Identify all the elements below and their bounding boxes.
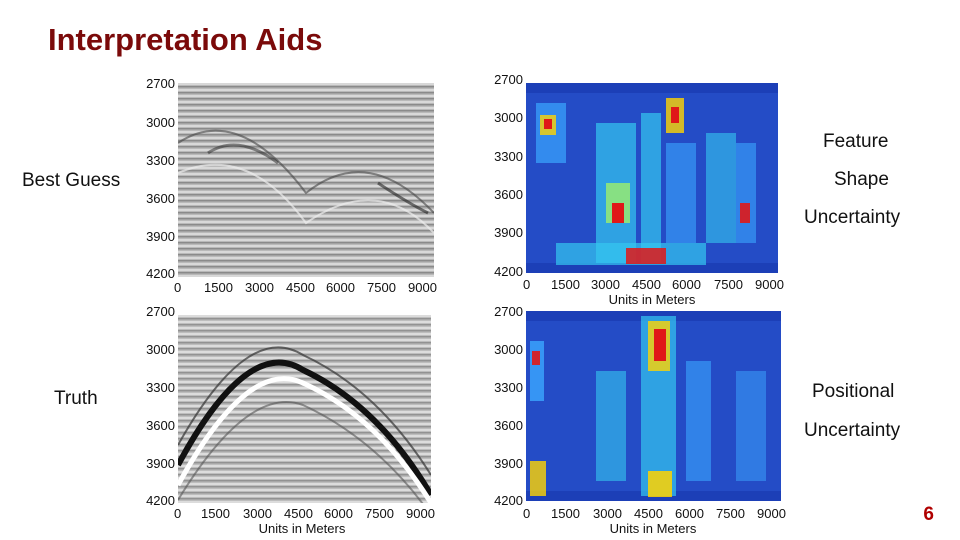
x-tick: 9000 [408, 280, 437, 295]
x-tick: 6000 [675, 506, 704, 521]
x-tick: 0 [523, 506, 531, 521]
y-tick: 3900 [494, 225, 523, 240]
y-tick: 3000 [146, 342, 175, 357]
x-tick: 1500 [551, 506, 580, 521]
x-tick: 3000 [243, 506, 272, 521]
x-tick: 4500 [634, 506, 663, 521]
x-tick: 0 [174, 506, 182, 521]
x-tick: 4500 [286, 280, 315, 295]
y-tick: 3300 [494, 149, 523, 164]
page-number: 6 [923, 504, 934, 525]
best-guess-seismic-image [178, 83, 434, 277]
positional-label: Positional [812, 381, 895, 402]
y-tick: 3900 [146, 229, 175, 244]
x-tick: 7500 [365, 506, 394, 521]
y-tick: 4200 [146, 493, 175, 508]
y-tick: 3600 [146, 191, 175, 206]
x-tick: 1500 [551, 277, 580, 292]
x-tick: 9000 [406, 506, 435, 521]
truth-label: Truth [54, 388, 98, 409]
x-tick: 1500 [201, 506, 230, 521]
x-tick: 6000 [672, 277, 701, 292]
x-tick: 7500 [367, 280, 396, 295]
uncertainty-label-bottom: Uncertainty [804, 420, 901, 441]
x-tick: 0 [523, 277, 531, 292]
y-tick: 3300 [146, 153, 175, 168]
y-tick: 2700 [494, 72, 523, 87]
y-tick: 3000 [146, 115, 175, 130]
y-tick: 4200 [494, 493, 523, 508]
y-tick: 3000 [494, 110, 523, 125]
shape-uncertainty-heatmap [526, 83, 778, 273]
y-tick: 3600 [494, 187, 523, 202]
best-guess-label: Best Guess [22, 170, 121, 191]
shape-label: Shape [834, 169, 889, 190]
x-tick: 6000 [326, 280, 355, 295]
x-tick: 7500 [714, 277, 743, 292]
x-tick: 6000 [324, 506, 353, 521]
x-tick: 9000 [755, 277, 784, 292]
y-tick: 3600 [146, 418, 175, 433]
x-axis-label: Units in Meters [609, 521, 697, 536]
x-tick: 9000 [757, 506, 786, 521]
x-axis-label: Units in Meters [258, 521, 346, 536]
x-tick: 3000 [593, 506, 622, 521]
uncertainty-label-top: Uncertainty [804, 207, 901, 228]
y-tick: 3300 [146, 380, 175, 395]
y-tick: 2700 [494, 304, 523, 319]
x-tick: 7500 [716, 506, 745, 521]
x-tick: 3000 [245, 280, 274, 295]
positional-uncertainty-heatmap [526, 311, 781, 501]
y-tick: 4200 [494, 264, 523, 279]
y-tick: 4200 [146, 266, 175, 281]
y-tick: 3900 [494, 456, 523, 471]
x-tick: 1500 [204, 280, 233, 295]
y-tick: 3600 [494, 418, 523, 433]
x-tick: 3000 [591, 277, 620, 292]
x-tick: 0 [174, 280, 182, 295]
truth-seismic-image [178, 315, 431, 503]
x-tick: 4500 [632, 277, 661, 292]
y-tick: 3000 [494, 342, 523, 357]
x-tick: 4500 [284, 506, 313, 521]
y-tick: 3300 [494, 380, 523, 395]
x-axis-label: Units in Meters [608, 292, 696, 307]
y-tick: 2700 [146, 76, 175, 91]
y-tick: 2700 [146, 304, 175, 319]
feature-label: Feature [823, 131, 889, 152]
slide-title: Interpretation Aids [48, 22, 323, 57]
y-tick: 3900 [146, 456, 175, 471]
